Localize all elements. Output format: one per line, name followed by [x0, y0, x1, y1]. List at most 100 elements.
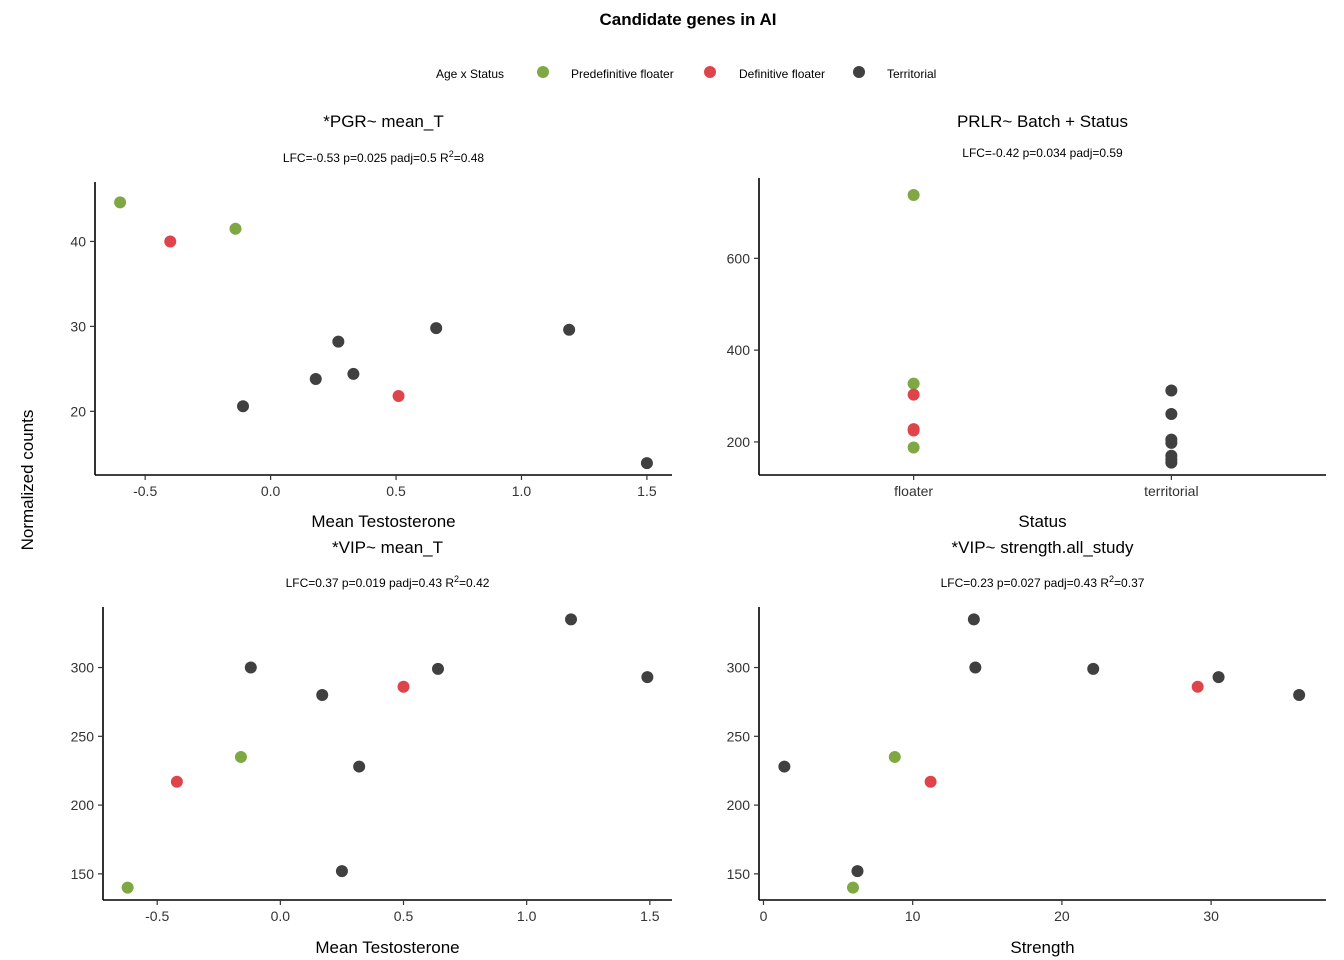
panel-1: *PGR~ mean_T LFC=-0.53 p=0.025 padj=0.5 R… [70, 112, 672, 531]
subtitle-main: LFC=0.23 p=0.027 padj=0.43 R [941, 576, 1110, 590]
panel-title: *VIP~ mean_T [332, 538, 443, 557]
x-tick-label: -0.5 [133, 483, 157, 499]
y-tick-label: 600 [727, 250, 751, 266]
x-axis-label: Mean Testosterone [311, 512, 455, 531]
x-tick-label: 0 [760, 908, 768, 924]
panel-title: PRLR~ Batch + Status [957, 112, 1128, 131]
data-point [347, 367, 360, 380]
data-point [309, 373, 322, 386]
y-tick-label: 250 [71, 728, 95, 744]
data-point [1165, 407, 1178, 420]
x-tick-label: 20 [1054, 908, 1070, 924]
x-tick-label: 0.0 [261, 483, 281, 499]
data-point [1165, 436, 1178, 449]
data-point [392, 390, 405, 403]
panel-title: *VIP~ strength.all_study [952, 538, 1134, 557]
y-tick-label: 200 [727, 434, 751, 450]
panel-subtitle: LFC=0.23 p=0.027 padj=0.43 R2=0.37 [941, 574, 1145, 590]
data-point [967, 613, 980, 626]
y-tick-label: 150 [71, 866, 95, 882]
y-tick-label: 20 [70, 403, 86, 419]
panel-4: *VIP~ strength.all_study LFC=0.23 p=0.027… [727, 538, 1326, 957]
subtitle-superscript: 2 [454, 574, 459, 584]
subtitle-tail: =0.37 [1114, 576, 1145, 590]
x-tick-label: floater [894, 483, 933, 499]
data-point [1165, 384, 1178, 397]
x-tick-label: 1.5 [640, 908, 660, 924]
x-axis-label: Mean Testosterone [315, 938, 459, 957]
data-point [907, 377, 920, 390]
x-tick-label: 1.0 [512, 483, 532, 499]
data-point [565, 613, 578, 626]
legend-label-definitive: Definitive floater [739, 67, 825, 81]
x-tick-label: 0.5 [386, 483, 406, 499]
subtitle-tail: =0.48 [454, 151, 485, 165]
x-tick-label: territorial [1144, 483, 1198, 499]
legend-label-territorial: Territorial [887, 67, 936, 81]
data-point [114, 196, 127, 209]
data-point [234, 750, 247, 763]
data-point [907, 388, 920, 401]
data-point [170, 775, 183, 788]
data-point [316, 689, 329, 702]
x-tick-label: 0.0 [271, 908, 291, 924]
x-tick-label: 1.0 [517, 908, 537, 924]
data-point [229, 222, 242, 235]
y-axis-label: Normalized counts [18, 410, 37, 551]
x-tick-label: 30 [1203, 908, 1219, 924]
subtitle-superscript: 2 [449, 149, 454, 159]
legend-swatch-definitive [704, 66, 716, 78]
subtitle-main: LFC=0.37 p=0.019 padj=0.43 R [286, 576, 455, 590]
panel-subtitle: LFC=0.37 p=0.019 padj=0.43 R2=0.42 [286, 574, 490, 590]
x-tick-label: 1.5 [637, 483, 657, 499]
data-point [430, 322, 443, 335]
x-tick-label: -0.5 [145, 908, 169, 924]
y-tick-label: 40 [70, 233, 86, 249]
data-point [924, 775, 937, 788]
x-tick-label: 10 [905, 908, 921, 924]
data-point [907, 424, 920, 437]
data-point [563, 323, 576, 336]
data-point [907, 188, 920, 201]
data-point [1191, 680, 1204, 693]
data-point [888, 750, 901, 763]
panel-subtitle: LFC=-0.42 p=0.034 padj=0.59 [962, 146, 1123, 160]
data-point [431, 662, 444, 675]
data-point [969, 661, 982, 674]
y-tick-label: 200 [727, 797, 751, 813]
data-point [353, 760, 366, 773]
data-point [332, 335, 345, 348]
data-point [1087, 662, 1100, 675]
legend-swatch-territorial [853, 66, 865, 78]
data-point [121, 881, 134, 894]
data-point [778, 760, 791, 773]
y-tick-label: 300 [727, 660, 751, 676]
data-point [847, 881, 860, 894]
panel-subtitle: LFC=-0.53 p=0.025 padj=0.5 R2=0.48 [283, 149, 485, 165]
subtitle-superscript: 2 [1109, 574, 1114, 584]
data-point [851, 865, 864, 878]
panel-3: *VIP~ mean_T LFC=0.37 p=0.019 padj=0.43 R… [71, 538, 672, 957]
y-tick-label: 30 [70, 318, 86, 334]
data-point [640, 457, 653, 470]
legend: Age x Status Predefinitive floater Defin… [436, 66, 936, 81]
data-point [1165, 456, 1178, 469]
y-tick-label: 150 [727, 866, 751, 882]
data-point [397, 680, 410, 693]
subtitle-main: LFC=-0.53 p=0.025 padj=0.5 R [283, 151, 449, 165]
data-point [244, 661, 257, 674]
legend-label-predefinitive: Predefinitive floater [571, 67, 674, 81]
y-tick-label: 250 [727, 728, 751, 744]
data-point [641, 671, 654, 684]
x-axis-label: Strength [1010, 938, 1074, 957]
x-tick-label: 0.5 [394, 908, 414, 924]
data-point [335, 865, 348, 878]
data-point [1293, 689, 1306, 702]
data-point [1212, 671, 1225, 684]
legend-title: Age x Status [436, 67, 504, 81]
data-point [237, 400, 250, 413]
y-tick-label: 300 [71, 660, 95, 676]
data-point [164, 235, 177, 248]
y-tick-label: 200 [71, 797, 95, 813]
